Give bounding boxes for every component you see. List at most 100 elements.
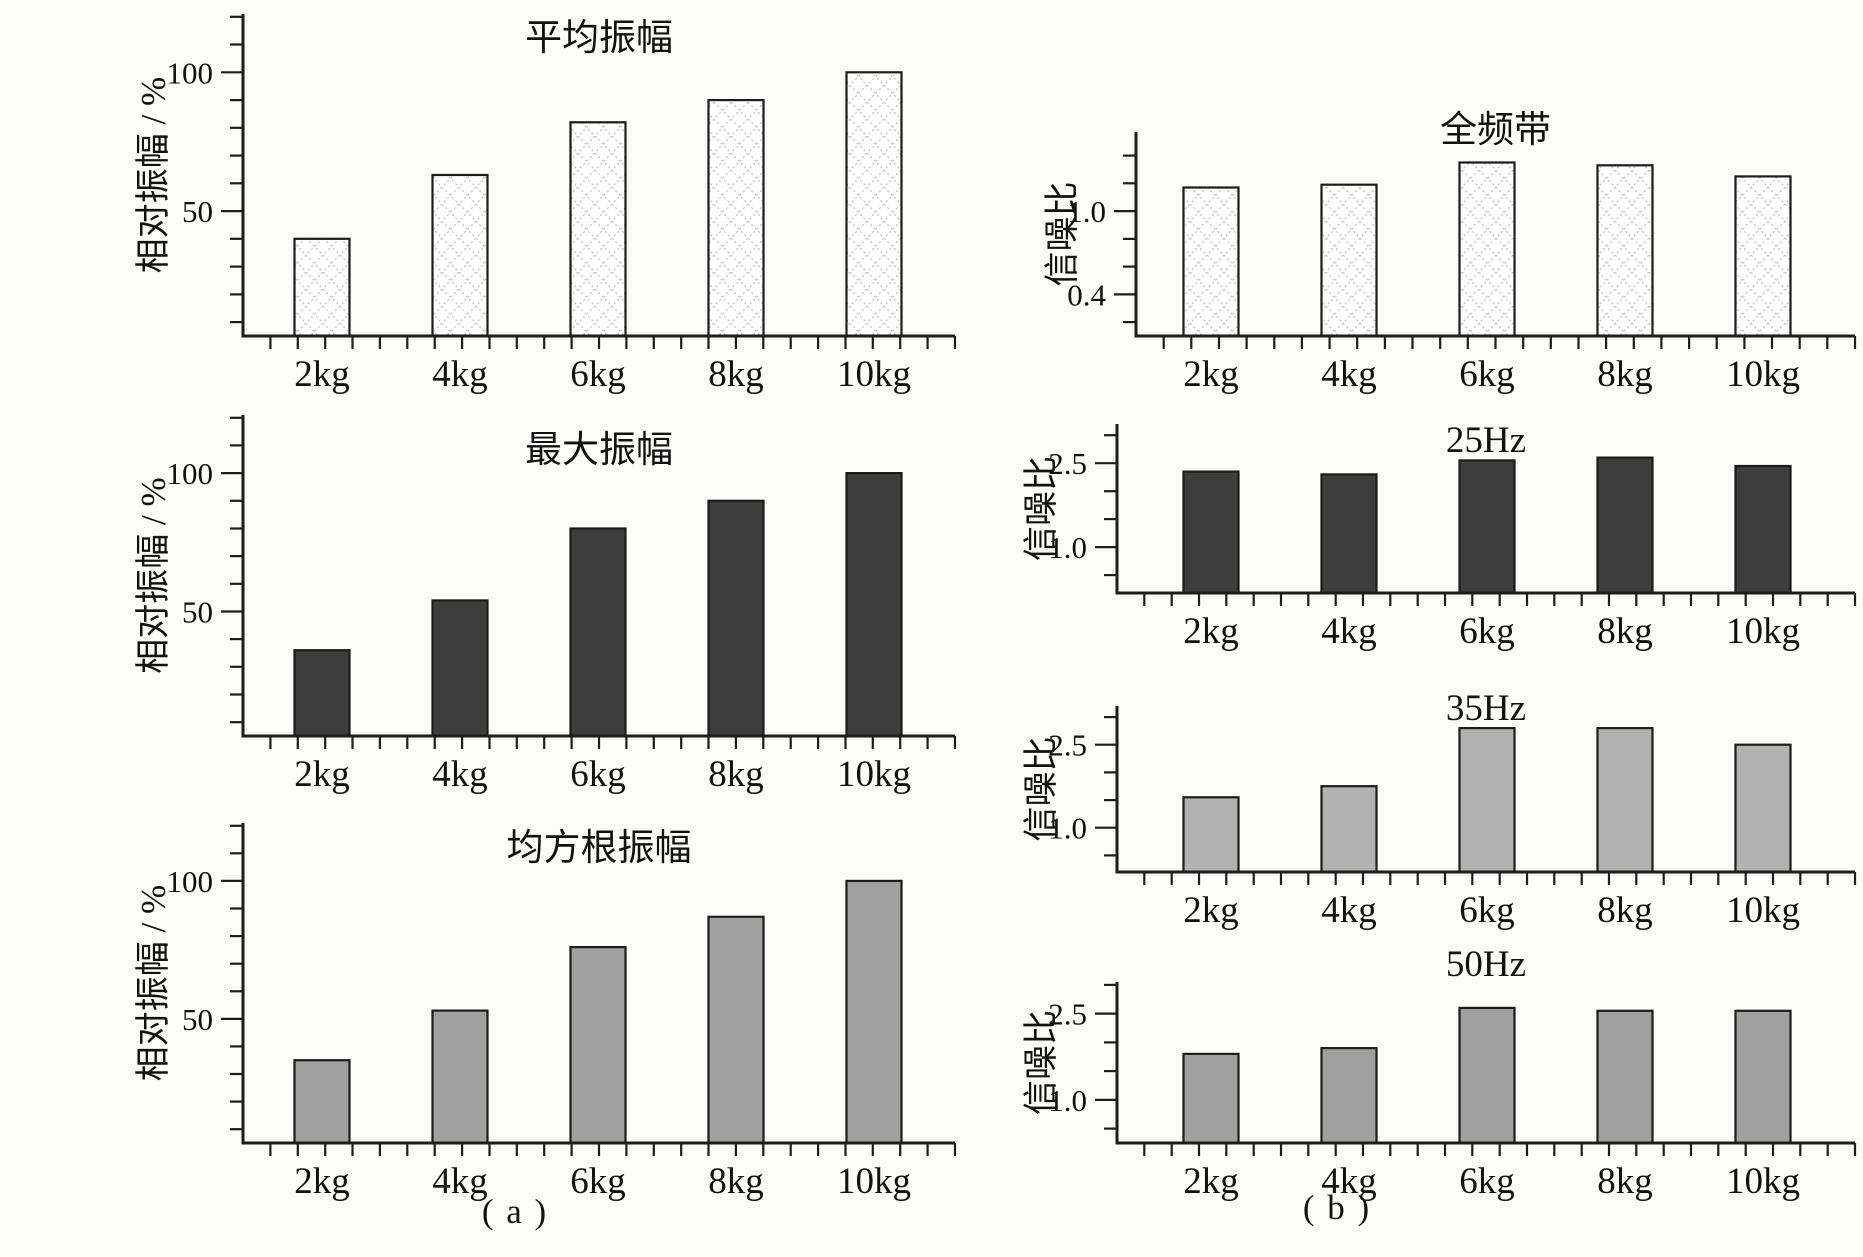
bars-b2: [1182, 456, 1792, 595]
bars-a3: [293, 879, 903, 1145]
ytick-label-a3-50: 50: [182, 1002, 213, 1037]
y-axis-b1: 0.4 1.0: [1067, 154, 1136, 324]
xtick-label-a3-2kg: 2kg: [294, 1161, 350, 1202]
xtick-label-a2-6kg: 6kg: [570, 754, 626, 795]
bar-a1-8kg: [707, 98, 765, 338]
bar-a3-2kg: [293, 1059, 351, 1145]
xtick-label-b2-10kg: 10kg: [1726, 611, 1800, 652]
y-axis-title-a2: 相对振幅 / %: [134, 477, 173, 673]
y-axis-title-b4: 信噪比: [1022, 1010, 1061, 1115]
ytick-label-b4-1.0: 1.0: [1048, 1083, 1087, 1118]
ytick-label-a2-100: 100: [167, 456, 214, 491]
ytick-label-a1-50: 50: [182, 194, 213, 229]
bar-a3-4kg: [431, 1009, 489, 1145]
ytick-label-b4-2.5: 2.5: [1048, 997, 1087, 1032]
y-axis-title-b1: 信噪比: [1043, 181, 1082, 286]
bar-a1-4kg: [431, 173, 489, 338]
bar-b2-6kg: [1458, 459, 1516, 595]
y-axis-a3: 50 100: [167, 824, 243, 1131]
y-axis-title-a3: 相对振幅 / %: [134, 885, 173, 1081]
bars-a1: [293, 71, 903, 338]
xtick-label-a3-4kg: 4kg: [432, 1161, 488, 1202]
bar-a3-6kg: [569, 945, 627, 1145]
xtick-label-b3-4kg: 4kg: [1321, 890, 1377, 931]
xtick-label-a1-6kg: 6kg: [570, 354, 626, 395]
bar-a2-2kg: [293, 649, 351, 738]
x-axis-a3: [269, 1143, 957, 1156]
bar-b4-10kg: [1734, 1009, 1792, 1145]
chart-b2: 1.0 2.5 2kg 4kg 6kg 8kg 10kg 25Hz 信噪比: [1022, 420, 1857, 652]
xtick-label-b1-2kg: 2kg: [1183, 354, 1239, 395]
xtick-label-b2-2kg: 2kg: [1183, 611, 1239, 652]
bar-b1-8kg: [1596, 164, 1654, 338]
ytick-label-b3-2.5: 2.5: [1048, 728, 1087, 763]
chart-title-a3: 均方根振幅: [507, 827, 692, 869]
ytick-label-b2-2.5: 2.5: [1048, 446, 1087, 481]
bars-b3: [1182, 726, 1792, 874]
axes-b3: [1115, 706, 1855, 874]
bar-b3-6kg: [1458, 726, 1516, 874]
chart-b4: 1.0 2.5 2kg 4kg 6kg 8kg 10kg 50Hz 信噪比: [1022, 944, 1857, 1202]
bar-b2-4kg: [1320, 473, 1378, 595]
panel-caption-a: ( a ): [481, 1192, 549, 1231]
xtick-label-a1-2kg: 2kg: [294, 354, 350, 395]
bar-b2-2kg: [1182, 470, 1240, 595]
bar-a2-4kg: [431, 599, 489, 738]
xtick-label-a1-4kg: 4kg: [432, 354, 488, 395]
x-axis-b1: [1162, 336, 1857, 349]
chart-title-b1: 全频带: [1440, 109, 1551, 151]
xtick-label-b3-10kg: 10kg: [1726, 890, 1800, 931]
xtick-label-a2-8kg: 8kg: [708, 754, 764, 795]
ytick-label-a1-100: 100: [167, 55, 214, 90]
x-axis-b4: [1143, 1143, 1857, 1156]
bar-b4-4kg: [1320, 1046, 1378, 1145]
bar-b2-8kg: [1596, 456, 1654, 595]
xtick-label-a3-10kg: 10kg: [837, 1161, 911, 1202]
y-axis-a1: 50 100: [167, 15, 243, 324]
xtick-label-b4-4kg: 4kg: [1321, 1161, 1377, 1202]
xtick-label-b4-8kg: 8kg: [1597, 1161, 1653, 1202]
xtick-label-a2-4kg: 4kg: [432, 754, 488, 795]
xtick-label-b4-6kg: 6kg: [1459, 1161, 1515, 1202]
xtick-label-b2-6kg: 6kg: [1459, 611, 1515, 652]
xtick-label-a3-6kg: 6kg: [570, 1161, 626, 1202]
xtick-label-b3-2kg: 2kg: [1183, 890, 1239, 931]
y-axis-title-b3: 信噪比: [1022, 736, 1061, 841]
chart-b3: 1.0 2.5 2kg 4kg 6kg 8kg 10kg 35Hz 信噪比: [1022, 688, 1857, 931]
ytick-label-b1-1.0: 1.0: [1067, 194, 1106, 229]
bar-b4-8kg: [1596, 1009, 1654, 1145]
chart-title-a2: 最大振幅: [525, 430, 673, 471]
bar-a1-10kg: [845, 71, 903, 338]
xtick-label-b1-10kg: 10kg: [1726, 354, 1800, 395]
xtick-label-a1-8kg: 8kg: [708, 354, 764, 395]
ytick-label-b3-1.0: 1.0: [1048, 811, 1087, 846]
panel-caption-b: ( b ): [1302, 1188, 1372, 1227]
bar-a2-6kg: [569, 527, 627, 738]
bar-a3-8kg: [707, 915, 765, 1145]
x-axis-a1: [269, 336, 957, 349]
bars-b1: [1182, 161, 1792, 338]
xtick-label-b2-8kg: 8kg: [1597, 611, 1653, 652]
xtick-label-a3-8kg: 8kg: [708, 1161, 764, 1202]
axes-b2: [1115, 424, 1855, 595]
chart-title-a1: 平均振幅: [525, 18, 673, 59]
xtick-label-b1-8kg: 8kg: [1597, 354, 1653, 395]
bar-b3-4kg: [1320, 785, 1378, 874]
xtick-label-a1-10kg: 10kg: [837, 354, 911, 395]
y-axis-b2: 1.0 2.5: [1048, 434, 1117, 577]
y-axis-a2: 50 100: [167, 416, 243, 724]
x-axis-b3: [1143, 872, 1857, 885]
xtick-label-a2-2kg: 2kg: [294, 754, 350, 795]
x-axis-a2: [269, 736, 957, 749]
y-axis-title-b2: 信噪比: [1022, 456, 1061, 561]
bar-b3-8kg: [1596, 726, 1654, 874]
bar-b3-2kg: [1182, 796, 1240, 874]
y-axis-b3: 1.0 2.5: [1048, 715, 1117, 857]
ytick-label-a3-100: 100: [167, 864, 214, 899]
